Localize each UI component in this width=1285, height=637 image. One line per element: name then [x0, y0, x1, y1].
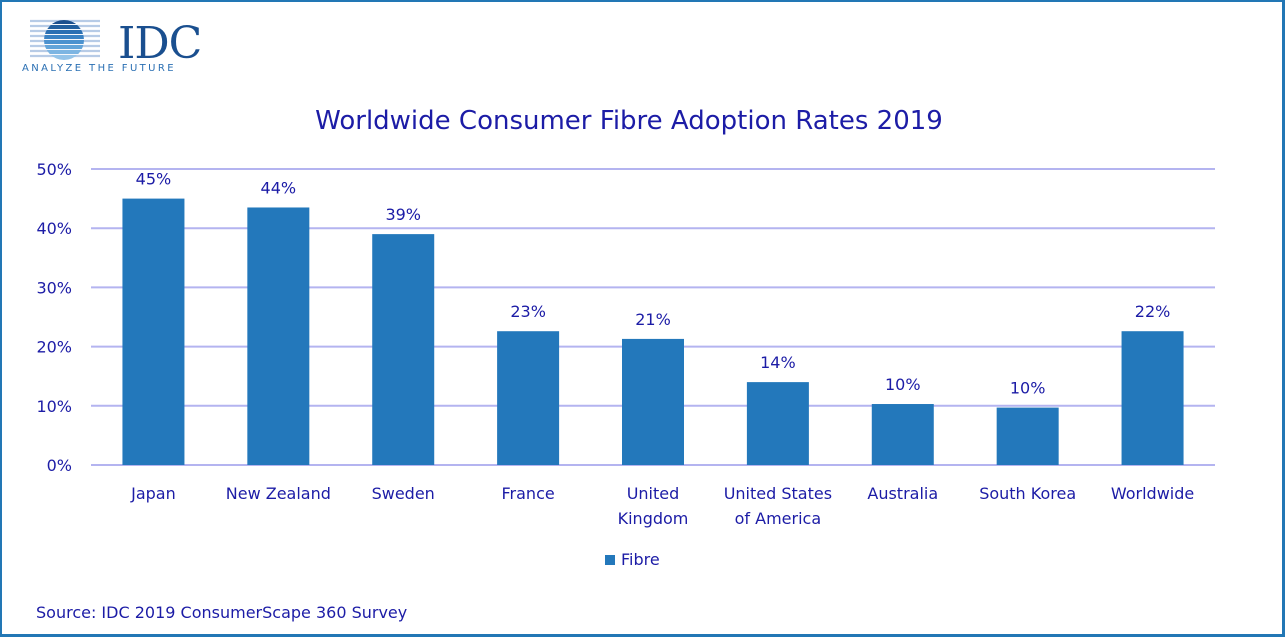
legend-label-fibre: Fibre — [621, 550, 660, 569]
data-label: 10% — [885, 375, 921, 394]
data-label: 21% — [635, 310, 671, 329]
data-label: 22% — [1135, 302, 1171, 321]
globe-stripes-icon — [30, 19, 100, 60]
bar — [1121, 331, 1184, 465]
source-note: Source: IDC 2019 ConsumerScape 360 Surve… — [36, 603, 408, 622]
x-tick-label: Sweden — [372, 484, 435, 503]
data-label: 45% — [136, 170, 172, 189]
bar — [871, 404, 934, 465]
bar — [497, 331, 560, 465]
x-axis-ticks: Japan New Zealand Sweden France United Kingdo… — [130, 484, 1194, 528]
bar — [122, 198, 185, 465]
y-tick-label: 50% — [36, 160, 72, 179]
x-tick-label: Kingdom — [618, 509, 689, 528]
data-label: 10% — [1010, 379, 1046, 398]
data-label: 39% — [385, 205, 421, 224]
bar — [746, 382, 809, 465]
x-tick-label: Australia — [867, 484, 938, 503]
x-tick-label: South Korea — [979, 484, 1076, 503]
x-tick-label: France — [502, 484, 555, 503]
data-label: 23% — [510, 302, 546, 321]
data-label: 14% — [760, 353, 796, 372]
bar — [622, 338, 684, 465]
x-tick-label: Worldwide — [1111, 484, 1194, 503]
legend-swatch-fibre — [605, 554, 615, 565]
bars — [122, 198, 1184, 466]
y-tick-label: 20% — [36, 338, 72, 357]
y-tick-label: 0% — [47, 456, 72, 475]
y-tick-label: 10% — [36, 397, 72, 416]
logo-wordmark: IDC — [118, 18, 202, 69]
bar — [996, 407, 1059, 465]
bar — [247, 207, 310, 466]
logo-tagline: ANALYZE THE FUTURE — [22, 63, 176, 74]
data-label: 44% — [261, 178, 297, 197]
bar — [372, 234, 435, 465]
x-tick-label: United — [627, 484, 680, 503]
x-tick-label: of America — [735, 509, 822, 528]
x-tick-label: United States — [724, 484, 832, 503]
data-labels: 45% 44% 39% 23% 21% 14% 10% 10% 22% — [136, 170, 1171, 398]
y-tick-label: 40% — [36, 219, 72, 238]
idc-logo: IDC ANALYZE THE FUTURE — [22, 14, 202, 80]
chart-title: Worldwide Consumer Fibre Adoption Rates … — [315, 106, 943, 136]
y-axis-ticks: 0% 10% 20% 30% 40% 50% — [36, 160, 72, 475]
y-tick-label: 30% — [36, 278, 72, 297]
legend: Fibre — [605, 550, 660, 569]
x-tick-label: Japan — [130, 484, 176, 503]
x-tick-label: New Zealand — [226, 484, 331, 503]
